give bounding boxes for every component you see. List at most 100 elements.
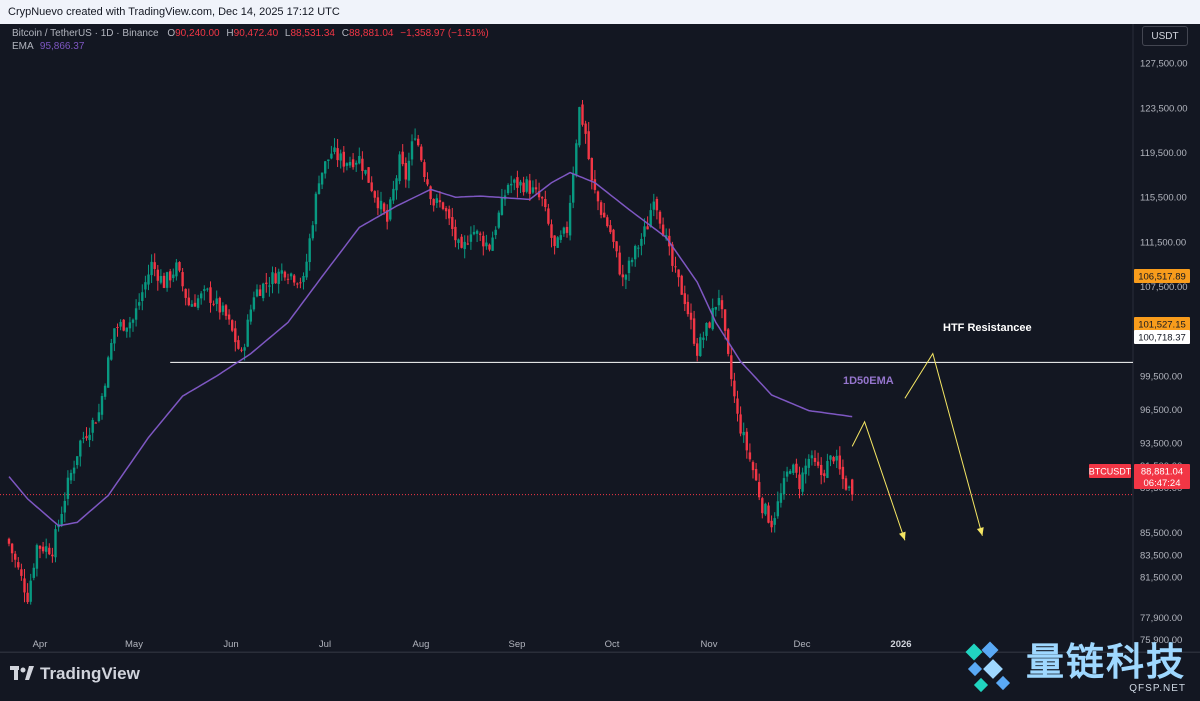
candle-body — [144, 282, 147, 290]
candle-body — [66, 477, 70, 499]
candle-body — [345, 163, 349, 166]
candle-body — [534, 187, 538, 190]
candle-body — [444, 208, 448, 212]
candle-body — [234, 328, 237, 343]
candle-body — [398, 154, 401, 182]
candle-body — [516, 177, 519, 188]
candle-body — [339, 153, 342, 161]
candle-body — [649, 210, 652, 227]
watermark: 量链科技 QFSP.NET — [964, 640, 1186, 696]
candle-body — [841, 466, 845, 480]
candle-body — [739, 414, 742, 434]
candle-body — [100, 395, 104, 415]
last-price-label: 88,881.04 — [1141, 467, 1183, 478]
candle-body — [475, 230, 479, 234]
candle-body — [162, 275, 166, 288]
candle-body — [547, 208, 550, 224]
candle-body — [138, 302, 141, 306]
candle-body — [630, 259, 634, 263]
arrow-head-1 — [899, 531, 906, 541]
candle-body — [562, 227, 566, 234]
candle-body — [754, 468, 758, 481]
candle-body — [810, 455, 814, 459]
candle-body — [823, 473, 826, 477]
symbol-box — [1089, 464, 1131, 478]
candle-body — [618, 252, 621, 275]
candle-body — [537, 191, 541, 198]
candle-body — [76, 456, 79, 466]
candle-body — [227, 314, 231, 320]
candle-body — [829, 455, 832, 460]
candle-body — [420, 146, 423, 161]
candle-body — [565, 226, 569, 233]
candle-body — [45, 546, 48, 552]
candle-body — [423, 162, 426, 178]
high-value: 90,472.40 — [233, 28, 279, 39]
price-tick-3: 115,500.00 — [1140, 193, 1187, 204]
ema-legend[interactable]: EMA 95,866.37 — [12, 41, 84, 52]
price-axis[interactable]: 127,500.00 123,500.00 119,500.00 115,500.00… — [1140, 59, 1188, 647]
open-label: O — [167, 28, 176, 39]
low-label: L — [284, 28, 291, 39]
price-chart[interactable]: 127,500.00 123,500.00 119,500.00 115,500.00… — [0, 0, 1200, 652]
time-tick-8: Dec — [794, 639, 811, 650]
candle-body — [832, 457, 835, 462]
candle-body — [293, 275, 296, 283]
candle-body — [550, 224, 553, 238]
candle-body — [792, 464, 795, 473]
candle-body — [215, 298, 218, 304]
change-value: −1,358.97 (−1.51%) — [400, 28, 489, 39]
candle-body — [816, 461, 820, 466]
candle-body — [624, 274, 628, 280]
candle-body — [119, 321, 122, 327]
time-axis[interactable]: Apr May Jun Jul Aug Sep Oct Nov Dec 2026 — [33, 639, 912, 650]
candle-body — [249, 309, 252, 322]
candle-body — [469, 234, 473, 242]
candle-body — [382, 203, 386, 212]
candle-body — [541, 197, 544, 199]
candle-body — [661, 224, 665, 237]
candle-body — [401, 151, 404, 165]
candle-body — [785, 471, 789, 477]
candle-body — [376, 197, 380, 209]
candle-body — [240, 349, 243, 351]
candle-body — [761, 498, 764, 514]
candle-body — [798, 474, 801, 490]
hline-price-box — [1134, 330, 1190, 344]
candle-body — [745, 431, 748, 451]
candle-body — [206, 288, 209, 290]
candle-body — [572, 173, 575, 203]
watermark-url: QFSP.NET — [1129, 682, 1186, 694]
price-tick-16: 75,900.00 — [1140, 635, 1182, 646]
candle-body — [813, 457, 817, 462]
candle-body — [85, 436, 88, 439]
price-tick-2: 119,500.00 — [1140, 148, 1187, 159]
candle-body — [277, 271, 280, 284]
candle-body — [72, 467, 76, 474]
candle-body — [218, 297, 221, 313]
candle-body — [528, 180, 531, 194]
price-tick-15: 77,900.00 — [1140, 613, 1182, 624]
candle-body — [32, 567, 35, 578]
price-tick-5: 107,500.00 — [1140, 282, 1188, 293]
candle-body — [268, 285, 271, 287]
candle-body — [370, 182, 373, 191]
candle-body — [677, 269, 680, 278]
symbol-tag: BTCUSDT — [1089, 467, 1132, 477]
candle-body — [175, 262, 178, 277]
tradingview-logo[interactable]: TradingView — [10, 664, 140, 684]
candle-body — [296, 283, 299, 285]
open-value: 90,240.00 — [175, 28, 220, 39]
symbol-label[interactable]: Bitcoin / TetherUS · 1D · Binance — [12, 28, 159, 39]
candle-body — [603, 212, 606, 218]
candle-body — [460, 236, 463, 248]
candle-body — [410, 141, 414, 160]
candle-body — [432, 199, 435, 206]
candle-body — [280, 270, 283, 274]
countdown-label: 06:47:24 — [1144, 478, 1181, 489]
candle-body — [820, 464, 823, 476]
price-tick-12: 85,500.00 — [1140, 528, 1182, 539]
currency-button[interactable]: USDT — [1142, 26, 1188, 46]
candle-body — [333, 147, 336, 152]
candle-body — [324, 161, 327, 174]
